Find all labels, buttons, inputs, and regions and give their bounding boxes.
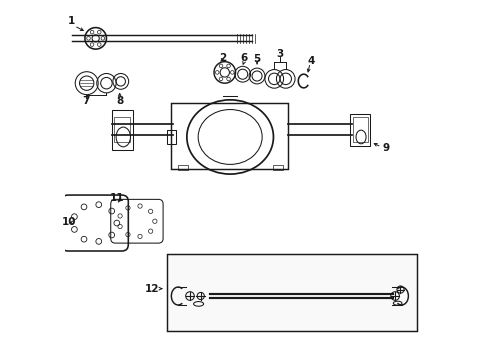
Bar xyxy=(171,103,287,169)
Text: 7: 7 xyxy=(82,96,89,106)
Bar xyxy=(112,110,133,149)
Text: 1: 1 xyxy=(68,17,75,27)
Bar xyxy=(273,165,283,170)
Bar xyxy=(167,253,416,330)
Text: 11: 11 xyxy=(110,193,124,203)
Text: 12: 12 xyxy=(145,284,159,294)
Text: 8: 8 xyxy=(116,96,123,106)
Bar xyxy=(349,114,369,146)
Bar xyxy=(113,117,129,142)
Bar xyxy=(167,130,176,144)
Text: 3: 3 xyxy=(276,49,283,59)
Text: 5: 5 xyxy=(253,54,260,64)
Bar xyxy=(352,117,367,142)
Text: 2: 2 xyxy=(219,53,226,63)
Text: 6: 6 xyxy=(241,53,247,63)
Bar xyxy=(178,165,188,170)
Text: 4: 4 xyxy=(307,56,315,66)
Text: 9: 9 xyxy=(382,143,389,153)
Text: 10: 10 xyxy=(61,217,76,227)
